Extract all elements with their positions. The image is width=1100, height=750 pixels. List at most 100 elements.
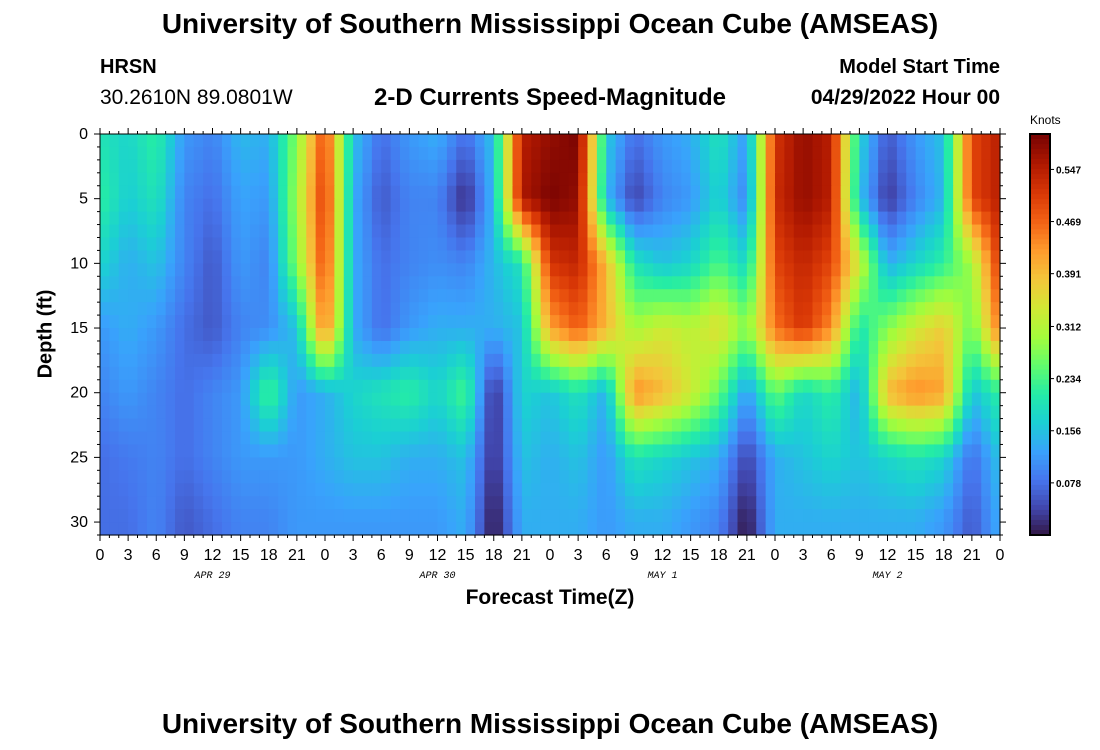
- heatmap-cell: [578, 237, 589, 252]
- heatmap-cell: [953, 146, 964, 161]
- heatmap-cell: [971, 198, 982, 213]
- heatmap-cell: [446, 496, 457, 510]
- heatmap-cell: [193, 134, 204, 148]
- heatmap-cell: [559, 134, 570, 148]
- heatmap-cell: [990, 146, 1001, 161]
- heatmap-cell: [606, 470, 617, 484]
- heatmap-cell: [943, 366, 954, 381]
- heatmap-cell: [259, 172, 270, 187]
- heatmap-cell: [437, 172, 448, 187]
- heatmap-cell: [859, 496, 870, 510]
- heatmap-cell: [456, 237, 467, 252]
- heatmap-cell: [793, 146, 804, 161]
- heatmap-cell: [934, 457, 945, 471]
- heatmap-cell: [212, 263, 223, 277]
- heatmap-cell: [971, 483, 982, 497]
- heatmap-cell: [428, 237, 439, 252]
- heatmap-cell: [371, 224, 382, 239]
- heatmap-cell: [606, 328, 617, 342]
- heatmap-cell: [868, 392, 879, 407]
- heatmap-cell: [746, 237, 757, 252]
- heatmap-cell: [925, 522, 935, 536]
- heatmap-cell: [343, 379, 354, 394]
- heatmap-cell: [306, 237, 317, 252]
- heatmap-cell: [596, 522, 607, 536]
- heatmap-cell: [446, 302, 457, 316]
- heatmap-cell: [896, 172, 907, 187]
- heatmap-cell: [971, 405, 982, 420]
- heatmap-cell: [925, 250, 935, 264]
- heatmap-cell: [671, 496, 682, 510]
- heatmap-cell: [709, 250, 720, 264]
- heatmap-cell: [896, 328, 907, 342]
- heatmap-cell: [596, 470, 607, 484]
- heatmap-cell: [287, 392, 298, 407]
- heatmap-cell: [306, 172, 317, 187]
- heatmap-cell: [493, 237, 504, 252]
- heatmap-cell: [906, 250, 917, 264]
- heatmap-cell: [775, 392, 785, 407]
- heatmap-cell: [231, 146, 242, 161]
- colorbar-segment: [1030, 149, 1050, 155]
- heatmap-cell: [718, 211, 729, 226]
- heatmap-cell: [709, 379, 720, 394]
- heatmap-cell: [887, 224, 898, 239]
- colorbar-segment: [1030, 344, 1050, 351]
- heatmap-cell: [887, 328, 898, 342]
- heatmap-cell: [578, 172, 589, 187]
- heatmap-cell: [437, 159, 448, 174]
- colorbar-segment: [1030, 239, 1050, 245]
- heatmap-cell: [118, 522, 129, 536]
- heatmap-cell: [568, 224, 579, 239]
- heatmap-cell: [775, 211, 785, 226]
- heatmap-cell: [212, 418, 223, 433]
- heatmap-cell: [175, 289, 185, 303]
- day-label: MAY 2: [872, 571, 902, 582]
- heatmap-cell: [831, 263, 842, 277]
- heatmap-cell: [756, 431, 767, 446]
- heatmap-cell: [428, 366, 439, 381]
- heatmap-cell: [653, 509, 664, 523]
- heatmap-cell: [381, 198, 392, 213]
- heatmap-cell: [634, 315, 645, 329]
- heatmap-cell: [700, 211, 710, 226]
- heatmap-cell: [306, 418, 317, 433]
- heatmap-cell: [709, 159, 720, 174]
- heatmap-cell: [465, 315, 476, 329]
- heatmap-cell: [203, 483, 214, 497]
- heatmap-cell: [184, 172, 195, 187]
- heatmap-cell: [343, 250, 354, 264]
- heatmap-cell: [512, 211, 523, 226]
- heatmap-cell: [587, 198, 598, 213]
- heatmap-cell: [381, 392, 392, 407]
- heatmap-cell: [728, 159, 739, 174]
- x-tick-label: 6: [827, 547, 836, 564]
- heatmap-cell: [484, 405, 495, 420]
- heatmap-cell: [709, 392, 720, 407]
- heatmap-cell: [709, 328, 720, 342]
- heatmap-cell: [446, 134, 457, 148]
- heatmap-cell: [925, 289, 935, 303]
- heatmap-cell: [606, 211, 617, 226]
- heatmap-cell: [587, 328, 598, 342]
- heatmap-cell: [278, 418, 289, 433]
- heatmap-cell: [446, 146, 457, 161]
- colorbar-tick-label: 0.469: [1056, 218, 1081, 229]
- heatmap-cell: [643, 328, 654, 342]
- x-tick-label: 9: [855, 547, 864, 564]
- heatmap-cell: [109, 431, 120, 446]
- heatmap-cell: [503, 134, 514, 148]
- colorbar-segment: [1030, 159, 1050, 165]
- heatmap-cell: [193, 185, 204, 200]
- heatmap-cell: [859, 483, 870, 497]
- heatmap-cell: [990, 250, 1001, 264]
- heatmap-cell: [775, 522, 785, 536]
- heatmap-cell: [662, 444, 673, 458]
- heatmap-cell: [428, 418, 439, 433]
- heatmap-cell: [906, 315, 917, 329]
- heatmap-cell: [503, 328, 514, 342]
- heatmap-cell: [109, 509, 120, 523]
- heatmap-cell: [615, 431, 626, 446]
- heatmap-cell: [812, 159, 823, 174]
- heatmap-cell: [587, 366, 598, 381]
